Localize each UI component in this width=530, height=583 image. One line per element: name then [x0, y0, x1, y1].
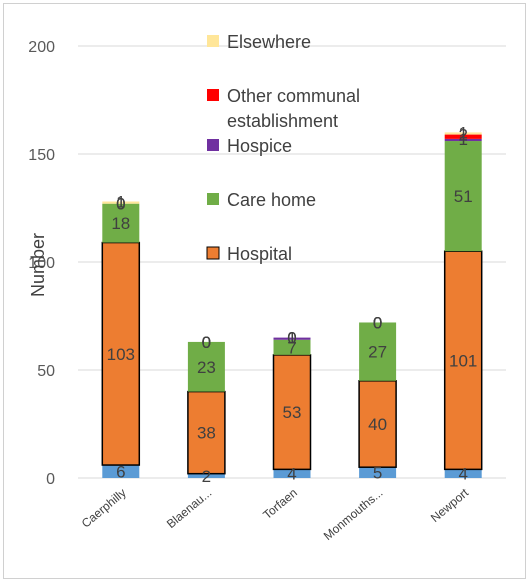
legend-label-hospice: Hospice: [227, 136, 292, 156]
bar-blaenau-series-1: [187, 390, 226, 475]
data-label-monmouths-series-4: 0: [373, 313, 382, 332]
data-label-newport-series-2: 51: [454, 187, 473, 206]
bar-caerphilly-series-2: [102, 203, 140, 243]
data-label-caerphilly-series-4: 0: [116, 195, 125, 214]
data-label-torfaen-series-0: 4: [287, 465, 296, 484]
data-label-torfaen-series-4: 0: [287, 329, 296, 348]
bar-newport-series-1: [443, 250, 483, 471]
bar-monmouths-series-2: [359, 322, 397, 381]
data-label-blaenau-series-1: 38: [197, 424, 216, 443]
y-tick-label-50: 50: [37, 363, 55, 380]
bar-newport-series-5: [444, 132, 482, 135]
y-axis-label: Number: [28, 233, 48, 297]
x-tick-label-monmouths: Monmouths...: [321, 486, 386, 543]
data-label-torfaen-series-5: 0: [287, 329, 296, 348]
bar-newport-series-0: [444, 469, 482, 478]
data-label-caerphilly-series-3: 0: [116, 195, 125, 214]
x-axis-ticks: Caerphilly Blaenau... Torfaen Monmouths... N…: [79, 485, 472, 543]
data-label-monmouths-series-1: 40: [368, 415, 387, 434]
data-label-blaenau-series-5: 0: [202, 333, 211, 352]
legend-swatch-care-home: [207, 193, 219, 205]
x-tick-label-torfaen: Torfaen: [260, 486, 300, 522]
bar-monmouths-series-0: [359, 467, 397, 478]
x-tick-label-caerphilly: Caerphilly: [79, 486, 129, 531]
data-label-blaenau-series-0: 2: [202, 467, 211, 486]
data-label-monmouths-series-2: 27: [368, 343, 387, 362]
x-tick-label-blaenau: Blaenau...: [164, 486, 214, 531]
data-label-monmouths-series-5: 0: [373, 313, 382, 332]
data-label-newport-series-5: 1: [458, 123, 467, 142]
bar-torfaen-series-3: [273, 337, 311, 340]
legend: Elsewhere Other communal establishment Hosp…: [206, 32, 360, 264]
legend-label-other-communal-establishment: Other communal establishment: [227, 86, 360, 131]
data-label-newport-series-1: 101: [449, 351, 477, 370]
bars: [101, 132, 483, 478]
legend-label-elsewhere: Elsewhere: [227, 32, 311, 52]
bar-torfaen-series-1: [272, 354, 312, 471]
data-labels: 6103180012382300045371005402700041015112…: [107, 123, 478, 485]
bar-torfaen-series-2: [273, 339, 311, 355]
legend-label-care-home: Care home: [227, 190, 316, 210]
bar-caerphilly-series-5: [102, 201, 140, 204]
data-label-caerphilly-series-0: 6: [116, 463, 125, 482]
bar-newport-series-2: [444, 141, 482, 252]
bar-monmouths-series-1: [358, 380, 397, 468]
chart-frame: [3, 3, 526, 579]
y-axis-ticks: 0 50 100 150 200: [28, 39, 55, 488]
y-tick-label-200: 200: [28, 39, 55, 56]
gridlines: [78, 45, 506, 479]
data-label-monmouths-series-3: 0: [373, 313, 382, 332]
data-label-newport-series-0: 4: [458, 465, 467, 484]
bar-caerphilly-series-0: [102, 465, 140, 478]
y-tick-label-0: 0: [46, 471, 55, 488]
bar-torfaen-series-0: [273, 469, 311, 478]
legend-swatch-other-communal-establishment: [207, 89, 219, 101]
legend-swatch-hospice: [207, 139, 219, 151]
data-label-torfaen-series-1: 53: [283, 403, 302, 422]
data-label-torfaen-series-3: 1: [287, 329, 296, 348]
data-label-newport-series-4: 2: [458, 126, 467, 145]
data-label-caerphilly-series-5: 1: [116, 193, 125, 212]
data-label-monmouths-series-0: 5: [373, 464, 382, 483]
bar-newport-series-3: [444, 138, 482, 142]
data-label-blaenau-series-4: 0: [202, 333, 211, 352]
data-label-caerphilly-series-2: 18: [111, 214, 130, 233]
data-label-caerphilly-series-1: 103: [107, 345, 135, 364]
data-label-blaenau-series-3: 0: [202, 333, 211, 352]
y-tick-label-150: 150: [28, 147, 55, 164]
data-label-torfaen-series-2: 7: [287, 338, 296, 357]
bar-newport-series-4: [444, 134, 482, 139]
x-tick-label-newport: Newport: [428, 485, 472, 525]
bar-caerphilly-series-1: [101, 241, 141, 466]
legend-label-hospital: Hospital: [227, 244, 292, 264]
data-label-blaenau-series-2: 23: [197, 358, 216, 377]
y-tick-label-100: 100: [28, 255, 55, 272]
bar-blaenau-series-2: [187, 341, 225, 392]
legend-swatch-elsewhere: [207, 35, 219, 47]
legend-swatch-hospital: [206, 246, 220, 260]
bar-blaenau-series-0: [187, 473, 225, 478]
data-label-newport-series-3: 1: [458, 130, 467, 149]
